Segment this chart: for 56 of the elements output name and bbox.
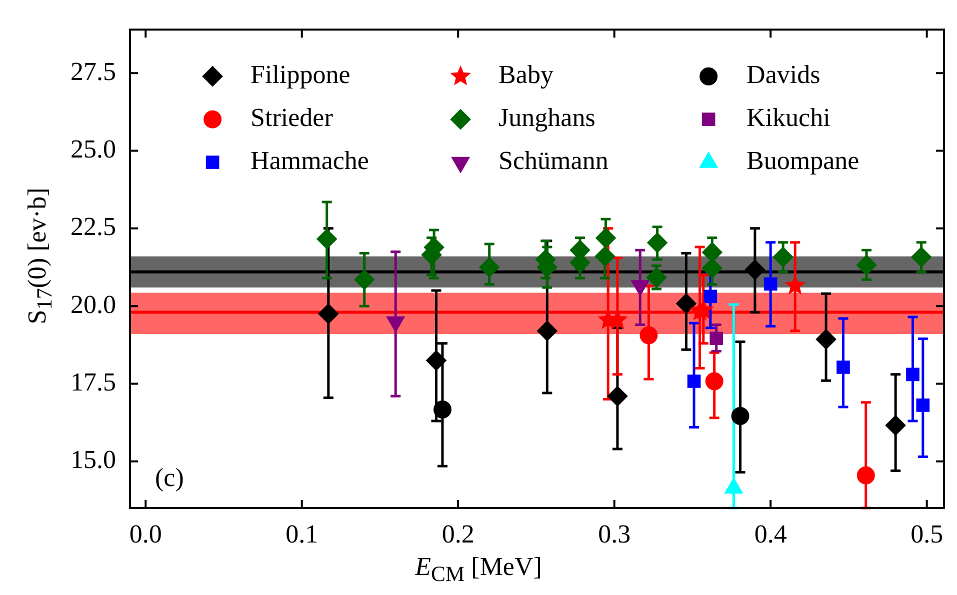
point	[647, 232, 668, 253]
point	[886, 415, 906, 436]
y-tick-label: 25.0	[70, 134, 116, 164]
legend-label: Junghans	[498, 103, 596, 132]
point	[704, 290, 718, 304]
y-tick-label: 17.5	[70, 368, 116, 397]
x-tick-label: 0.1	[286, 519, 318, 548]
point	[744, 260, 765, 280]
x-tick-label: 0.4	[754, 519, 787, 548]
x-tick-label: 0.2	[442, 519, 474, 548]
annotation: (c)	[155, 463, 184, 492]
x-tick-label: 0.5	[910, 519, 944, 548]
point	[856, 255, 877, 276]
point	[916, 398, 930, 412]
legend-label: Strieder	[250, 103, 334, 132]
point	[640, 326, 658, 344]
point	[316, 228, 337, 249]
legend-label: Kikuchi	[746, 103, 830, 132]
y-tick-label: 22.5	[70, 212, 116, 242]
x-tick-label: 0.3	[598, 519, 631, 548]
point	[426, 350, 446, 370]
point	[856, 466, 875, 484]
point	[705, 372, 724, 390]
y-tick-label: 20.0	[70, 290, 116, 319]
point	[318, 304, 338, 324]
legend-label: Buompane	[746, 146, 860, 176]
point	[594, 246, 615, 266]
point	[906, 368, 920, 382]
x-tick-label: 0.0	[129, 519, 162, 548]
legend-label: Hammache	[250, 146, 369, 176]
point	[911, 246, 932, 267]
legend-label: Filippone	[250, 60, 350, 90]
point	[731, 407, 750, 426]
point	[646, 268, 667, 288]
point	[687, 374, 701, 388]
y-tick-label: 15.0	[70, 445, 116, 474]
point	[836, 360, 850, 374]
point	[479, 257, 500, 278]
y-tick-label: 27.5	[70, 56, 116, 86]
point	[816, 329, 836, 350]
point	[596, 228, 616, 248]
point	[710, 332, 724, 346]
point	[692, 299, 714, 320]
legend-label: Baby	[498, 60, 554, 90]
legend-label: Davids	[746, 60, 820, 90]
x-axis-title: E$_{CM}$ [MeV]	[414, 552, 543, 588]
legend-label: Schümann	[498, 146, 608, 176]
point	[764, 277, 778, 291]
point	[537, 320, 558, 341]
point	[433, 400, 452, 419]
point	[354, 270, 374, 290]
point	[702, 242, 722, 262]
point	[773, 246, 794, 267]
point	[702, 258, 722, 278]
point	[676, 294, 696, 314]
point	[607, 386, 628, 406]
